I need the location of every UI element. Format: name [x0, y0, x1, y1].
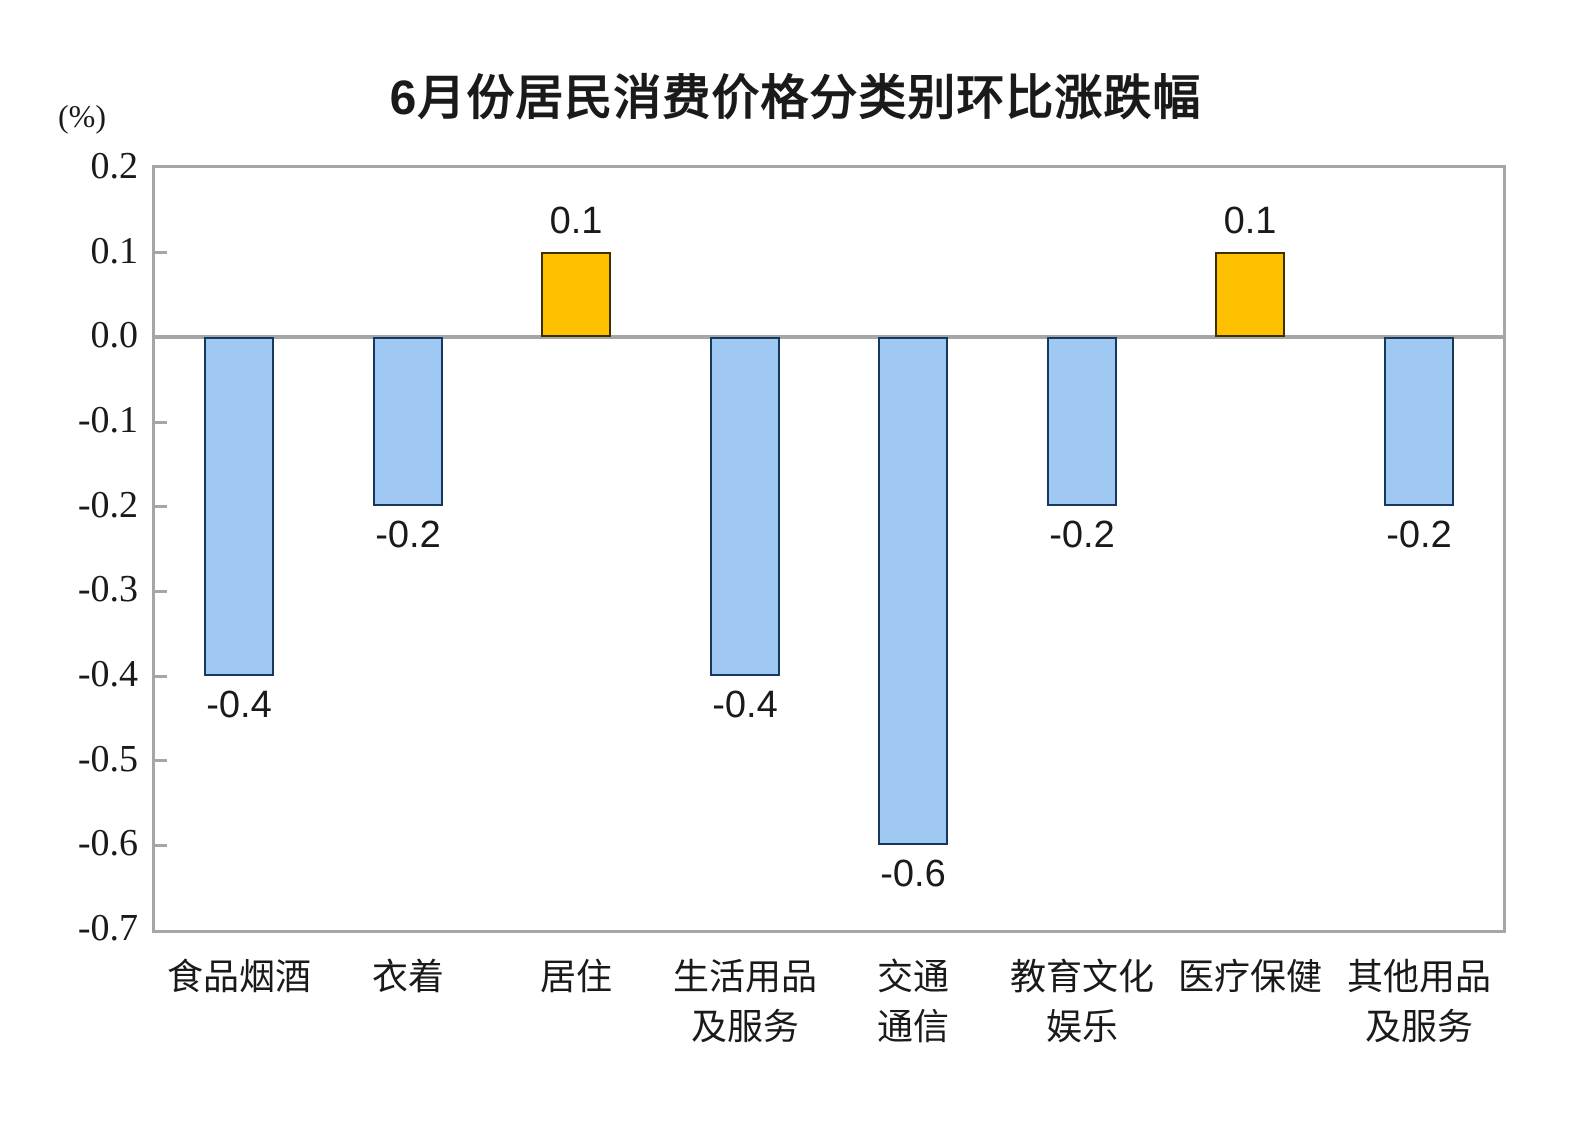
y-tick-label: -0.5 — [77, 737, 138, 780]
bar-2-negative — [373, 337, 443, 506]
bar-value-label: 0.1 — [549, 200, 603, 242]
bar-6-negative — [1047, 337, 1117, 506]
bar-4-negative — [710, 337, 780, 676]
y-tick-mark — [155, 675, 167, 678]
x-category-label: 居住 — [539, 956, 613, 997]
chart-title: 6月份居民消费价格分类别环比涨跌幅 — [389, 72, 1202, 125]
y-tick-label: 0.2 — [90, 145, 139, 188]
y-tick-mark — [155, 505, 167, 508]
bar-value-label: -0.4 — [712, 684, 778, 726]
y-tick-mark — [155, 251, 167, 254]
bar-value-label: -0.2 — [1049, 514, 1115, 556]
y-tick-label: -0.2 — [77, 483, 138, 526]
x-category-label: 交通 通信 — [876, 956, 950, 1047]
y-tick-label: 0.1 — [90, 229, 139, 272]
y-tick-mark — [155, 421, 167, 424]
y-tick-label: -0.3 — [77, 568, 138, 611]
bar-value-label: -0.4 — [206, 684, 272, 726]
plot-area: -0.4 -0.2 0.1 -0.4 -0.6 -0.2 0.1 -0.2 — [152, 165, 1506, 933]
x-category-label: 其他用品 及服务 — [1346, 956, 1492, 1047]
y-axis-unit-label: (%) — [58, 98, 106, 134]
x-category-label: 教育文化 娱乐 — [1009, 956, 1155, 1047]
y-tick-label: -0.6 — [77, 822, 138, 865]
bar-7-positive — [1215, 252, 1285, 337]
bar-value-label: 0.1 — [1223, 200, 1277, 242]
bar-3-positive — [541, 252, 611, 337]
y-tick-mark — [155, 759, 167, 762]
y-tick-label: 0.0 — [90, 314, 139, 357]
x-category-label: 衣着 — [371, 956, 445, 997]
y-tick-mark — [155, 590, 167, 593]
bar-value-label: -0.2 — [375, 514, 441, 556]
bar-1-negative — [204, 337, 274, 676]
x-category-label: 食品烟酒 — [166, 956, 312, 997]
y-tick-label: -0.1 — [77, 399, 138, 442]
y-tick-label: -0.4 — [77, 653, 138, 696]
zero-baseline — [155, 335, 1503, 339]
bar-5-negative — [878, 337, 948, 845]
y-tick-label: -0.7 — [77, 907, 138, 950]
bar-value-label: -0.6 — [880, 853, 946, 895]
x-category-label: 生活用品 及服务 — [672, 956, 818, 1047]
y-tick-mark — [155, 844, 167, 847]
x-category-label: 医疗保健 — [1177, 956, 1323, 997]
bar-8-negative — [1384, 337, 1454, 506]
bar-value-label: -0.2 — [1386, 514, 1452, 556]
